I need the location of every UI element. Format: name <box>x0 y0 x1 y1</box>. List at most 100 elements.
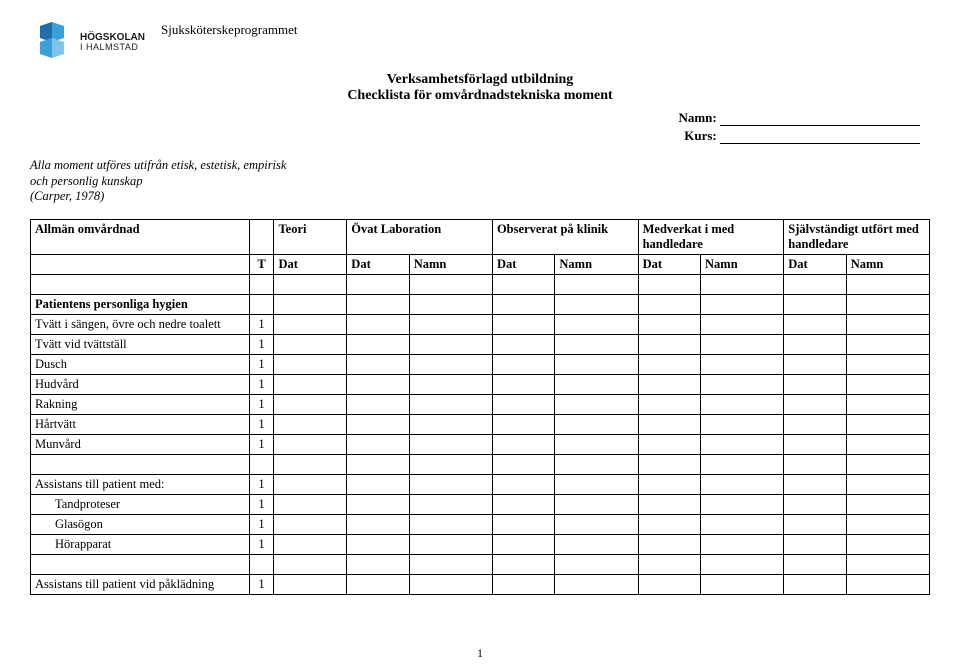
row-cell[interactable] <box>555 354 638 374</box>
namn-line[interactable] <box>720 114 920 126</box>
row-cell[interactable] <box>409 494 492 514</box>
row-cell[interactable] <box>347 394 409 414</box>
row-cell[interactable] <box>555 374 638 394</box>
row-cell[interactable] <box>638 494 700 514</box>
table-row: Munvård1 <box>31 434 930 454</box>
row-cell[interactable] <box>409 434 492 454</box>
row-cell[interactable] <box>409 354 492 374</box>
row-cell[interactable] <box>409 334 492 354</box>
row-cell[interactable] <box>846 514 929 534</box>
row-cell[interactable] <box>701 534 784 554</box>
row-cell[interactable] <box>846 314 929 334</box>
row-cell[interactable] <box>846 374 929 394</box>
row-cell[interactable] <box>555 534 638 554</box>
row-cell[interactable] <box>347 494 409 514</box>
row-cell[interactable] <box>701 514 784 534</box>
row-cell[interactable] <box>274 374 347 394</box>
row-cell[interactable] <box>492 314 554 334</box>
row-cell[interactable] <box>492 374 554 394</box>
row-cell[interactable] <box>846 394 929 414</box>
row-cell[interactable] <box>274 514 347 534</box>
table-header-row2: T Dat Dat Namn Dat Namn Dat Namn Dat Nam… <box>31 254 930 274</box>
row-cell[interactable] <box>846 334 929 354</box>
row-cell[interactable] <box>784 374 846 394</box>
th-medv: Medverkat i med handledare <box>638 219 784 254</box>
row-cell[interactable] <box>274 434 347 454</box>
row-cell[interactable] <box>347 534 409 554</box>
row-cell[interactable] <box>555 414 638 434</box>
row-cell[interactable] <box>638 334 700 354</box>
row-cell[interactable] <box>274 494 347 514</box>
row-cell[interactable] <box>638 354 700 374</box>
row-cell[interactable] <box>638 314 700 334</box>
row-cell[interactable] <box>701 414 784 434</box>
row-cell[interactable] <box>555 394 638 414</box>
row-cell[interactable] <box>492 434 554 454</box>
row-cell[interactable] <box>347 514 409 534</box>
row-cell[interactable] <box>638 374 700 394</box>
row-cell[interactable] <box>409 394 492 414</box>
row-cell[interactable] <box>347 374 409 394</box>
row-t: 1 <box>249 514 274 534</box>
row-cell[interactable] <box>638 534 700 554</box>
row-cell[interactable] <box>638 394 700 414</box>
row-cell[interactable] <box>784 354 846 374</box>
row-cell[interactable] <box>492 514 554 534</box>
row-cell[interactable] <box>347 414 409 434</box>
row-cell[interactable] <box>701 314 784 334</box>
kurs-line[interactable] <box>720 132 920 144</box>
row-cell[interactable] <box>347 334 409 354</box>
row-cell[interactable] <box>409 314 492 334</box>
row-cell[interactable] <box>492 394 554 414</box>
row-cell[interactable] <box>784 534 846 554</box>
table-row: Hårtvätt1 <box>31 414 930 434</box>
row-cell[interactable] <box>638 414 700 434</box>
th-dat1: Dat <box>347 254 409 274</box>
row-cell[interactable] <box>409 534 492 554</box>
row-cell[interactable] <box>492 354 554 374</box>
row-cell[interactable] <box>846 494 929 514</box>
header-area: HÖGSKOLAN I HALMSTAD Sjuksköterskeprogra… <box>30 20 930 64</box>
row-cell[interactable] <box>492 414 554 434</box>
row-cell[interactable] <box>274 334 347 354</box>
row-cell[interactable] <box>784 494 846 514</box>
row-cell[interactable] <box>555 434 638 454</box>
row-cell[interactable] <box>784 314 846 334</box>
row-cell[interactable] <box>409 414 492 434</box>
row-cell[interactable] <box>784 334 846 354</box>
row-cell[interactable] <box>555 334 638 354</box>
row-cell[interactable] <box>701 434 784 454</box>
row-cell[interactable] <box>274 394 347 414</box>
row-cell[interactable] <box>274 534 347 554</box>
row-cell[interactable] <box>784 434 846 454</box>
row-cell[interactable] <box>701 334 784 354</box>
row-cell[interactable] <box>274 354 347 374</box>
row-cell[interactable] <box>409 374 492 394</box>
row-cell[interactable] <box>492 334 554 354</box>
row-cell[interactable] <box>701 494 784 514</box>
row-cell[interactable] <box>784 514 846 534</box>
row-cell[interactable] <box>492 494 554 514</box>
row-cell[interactable] <box>555 514 638 534</box>
row-cell[interactable] <box>555 314 638 334</box>
row-cell[interactable] <box>274 414 347 434</box>
row-cell[interactable] <box>347 314 409 334</box>
row-cell[interactable] <box>784 414 846 434</box>
row-cell[interactable] <box>274 314 347 334</box>
row-cell[interactable] <box>409 514 492 534</box>
row-cell[interactable] <box>784 394 846 414</box>
row-cell[interactable] <box>701 354 784 374</box>
row-cell[interactable] <box>638 434 700 454</box>
row-cell[interactable] <box>555 494 638 514</box>
row-cell[interactable] <box>846 354 929 374</box>
row-cell[interactable] <box>846 534 929 554</box>
row-cell[interactable] <box>492 534 554 554</box>
row-cell[interactable] <box>638 514 700 534</box>
row-cell[interactable] <box>347 354 409 374</box>
row-cell[interactable] <box>846 434 929 454</box>
row-cell[interactable] <box>347 434 409 454</box>
row-cell[interactable] <box>846 414 929 434</box>
group3-head: Assistans till patient vid påklädning 1 <box>31 574 930 594</box>
row-cell[interactable] <box>701 374 784 394</box>
row-cell[interactable] <box>701 394 784 414</box>
